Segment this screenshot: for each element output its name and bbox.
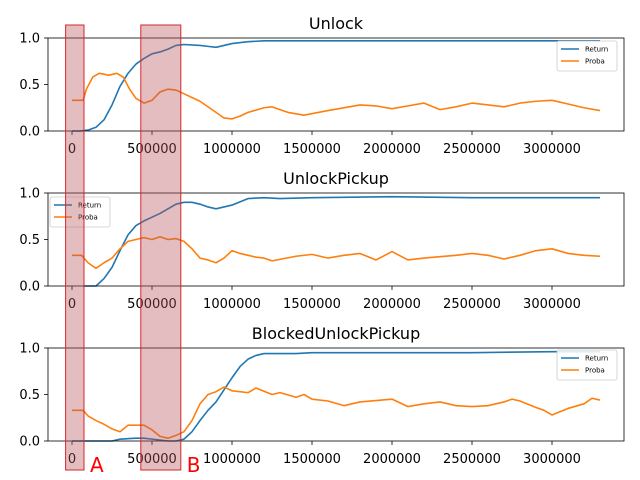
legend-label-return: Return <box>78 202 101 210</box>
subplot-1: Unlock 0 500000 1000000 1500000 2000000 250000… <box>19 14 625 157</box>
series-line-proba <box>72 72 601 120</box>
y-tick-label: 0.0 <box>19 125 40 140</box>
highlight-region-b <box>140 24 182 471</box>
series-line-proba <box>72 235 601 270</box>
x-tick-label: 1000000 <box>203 452 261 467</box>
legend-label-return: Return <box>585 355 608 363</box>
x-tick-label: 500000 <box>127 297 177 312</box>
y-tick-label: 1.0 <box>19 187 40 202</box>
x-tick-label: 1500000 <box>283 452 341 467</box>
legend: Return Proba <box>49 196 111 228</box>
series-line-return <box>72 39 600 132</box>
y-tick-label: 0.0 <box>19 280 40 295</box>
series-line-proba <box>72 386 601 440</box>
highlight-region-a <box>65 24 85 471</box>
x-tick-label: 2000000 <box>363 142 421 157</box>
legend-label-proba: Proba <box>78 214 98 222</box>
x-tick-label: 500000 <box>127 142 177 157</box>
x-tick-label: 0 <box>68 452 76 467</box>
y-tick-label: 1.0 <box>19 342 40 357</box>
subplot-2: UnlockPickup 0 500000 1000000 1500000 2000000… <box>19 169 625 312</box>
legend-label-return: Return <box>585 46 608 54</box>
y-tick-label: 1.0 <box>19 32 40 47</box>
y-tick-label: 0.5 <box>19 233 40 248</box>
subplot-3: BlockedUnlockPickup 0 500000 1000000 1500000… <box>19 324 625 467</box>
highlight-region-label-b: B <box>187 453 201 477</box>
axes-frame <box>47 347 625 442</box>
x-tick-label: 2500000 <box>443 142 501 157</box>
x-tick-label: 0 <box>68 297 76 312</box>
x-tick-label: 500000 <box>127 452 177 467</box>
legend-label-proba: Proba <box>585 58 605 66</box>
legend: Return Proba <box>556 349 618 381</box>
x-tick-label: 3000000 <box>523 297 581 312</box>
x-tick-label: 2500000 <box>443 452 501 467</box>
x-tick-label: 2000000 <box>363 297 421 312</box>
highlight-region-label-a: A <box>90 453 104 477</box>
legend-label-proba: Proba <box>585 367 605 375</box>
y-tick-label: 0.5 <box>19 388 40 403</box>
x-tick-label: 3000000 <box>523 142 581 157</box>
x-tick-label: 1500000 <box>283 297 341 312</box>
y-tick-label: 0.0 <box>19 435 40 450</box>
x-tick-label: 1000000 <box>203 297 261 312</box>
x-tick-label: 3000000 <box>523 452 581 467</box>
chart-title: Unlock <box>309 14 364 33</box>
y-tick-label: 0.5 <box>19 78 40 93</box>
x-tick-label: 1000000 <box>203 142 261 157</box>
axes-frame <box>47 37 625 132</box>
chart-title: UnlockPickup <box>283 169 389 188</box>
x-tick-label: 1500000 <box>283 142 341 157</box>
x-tick-label: 0 <box>68 142 76 157</box>
x-tick-label: 2500000 <box>443 297 501 312</box>
legend: Return Proba <box>556 40 618 72</box>
series-line-return <box>72 350 600 442</box>
x-tick-label: 2000000 <box>363 452 421 467</box>
chart-title: BlockedUnlockPickup <box>252 324 420 343</box>
